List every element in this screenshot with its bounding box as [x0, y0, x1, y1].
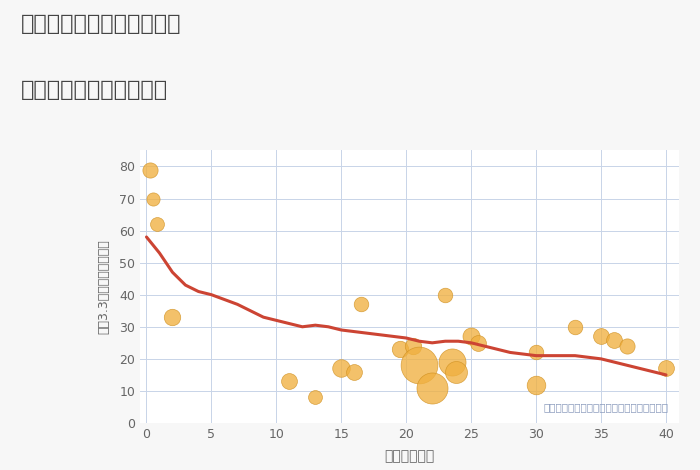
- Point: [148, 195, 159, 202]
- Point: [309, 393, 321, 401]
- Text: 円の大きさは、取引のあった物件面積を示す: 円の大きさは、取引のあった物件面積を示す: [543, 402, 668, 412]
- Point: [570, 323, 581, 330]
- Point: [531, 381, 542, 388]
- Y-axis label: 坪（3.3㎡）単価（万円）: 坪（3.3㎡）単価（万円）: [98, 239, 111, 334]
- Point: [394, 345, 405, 353]
- Point: [355, 301, 366, 308]
- Point: [660, 365, 671, 372]
- Point: [407, 342, 419, 350]
- Point: [596, 333, 607, 340]
- Point: [414, 361, 425, 369]
- Text: 三重県松阪市嬉野見永町の: 三重県松阪市嬉野見永町の: [21, 14, 181, 34]
- Point: [622, 342, 633, 350]
- Point: [608, 336, 620, 344]
- Point: [349, 368, 360, 376]
- Point: [531, 349, 542, 356]
- Point: [145, 166, 156, 173]
- X-axis label: 築年数（年）: 築年数（年）: [384, 449, 435, 463]
- Text: 築年数別中古戸建て価格: 築年数別中古戸建て価格: [21, 80, 168, 100]
- Point: [440, 291, 451, 298]
- Point: [446, 358, 457, 366]
- Point: [151, 220, 162, 228]
- Point: [466, 333, 477, 340]
- Point: [167, 313, 178, 321]
- Point: [472, 339, 483, 346]
- Point: [426, 384, 438, 392]
- Point: [284, 377, 295, 385]
- Point: [450, 368, 461, 376]
- Point: [336, 365, 347, 372]
